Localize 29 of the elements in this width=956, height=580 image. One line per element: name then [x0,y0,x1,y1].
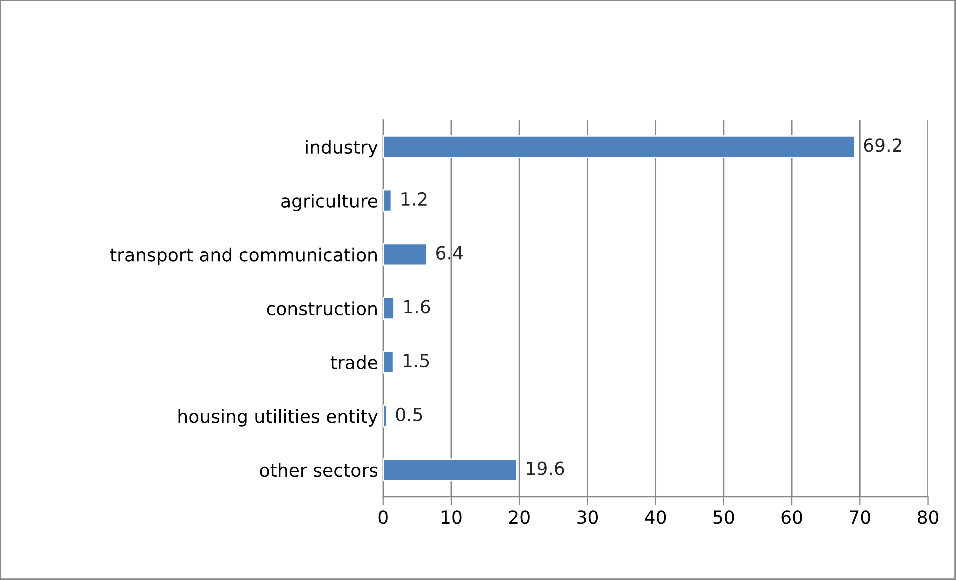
bar [383,404,388,428]
data-label: 19.6 [527,462,564,476]
data-label: 1.2 [402,192,427,206]
y-tick-label: industry [306,140,378,158]
data-label: 69.2 [864,138,902,152]
y-tick-label: other sectors [260,463,378,478]
x-tick-label: 70 [850,510,870,524]
y-tick-label: trade [330,356,378,370]
x-tick-label: 30 [578,510,598,524]
data-label: 1.5 [404,354,430,368]
bar [383,458,518,482]
x-tick-label: 20 [509,510,530,524]
x-tick-label: 80 [918,510,939,524]
x-tick-label: 60 [782,510,802,524]
x-tick-label: 10 [442,510,462,524]
y-tick-label: transport and communication [110,248,377,266]
y-tick-label: construction [267,302,377,316]
x-tick-label: 0 [378,510,388,524]
bar [383,297,395,320]
x-tick-label: 40 [645,510,666,524]
bar [383,350,394,374]
x-tick-label: 50 [714,510,734,524]
bar [383,243,428,266]
data-label: 1.6 [404,300,430,314]
y-tick-label: agriculture [282,194,378,212]
bar [383,136,856,158]
data-label: 0.5 [396,408,422,422]
bar [383,189,392,212]
y-tick-label: housing utilities entity [178,409,378,427]
